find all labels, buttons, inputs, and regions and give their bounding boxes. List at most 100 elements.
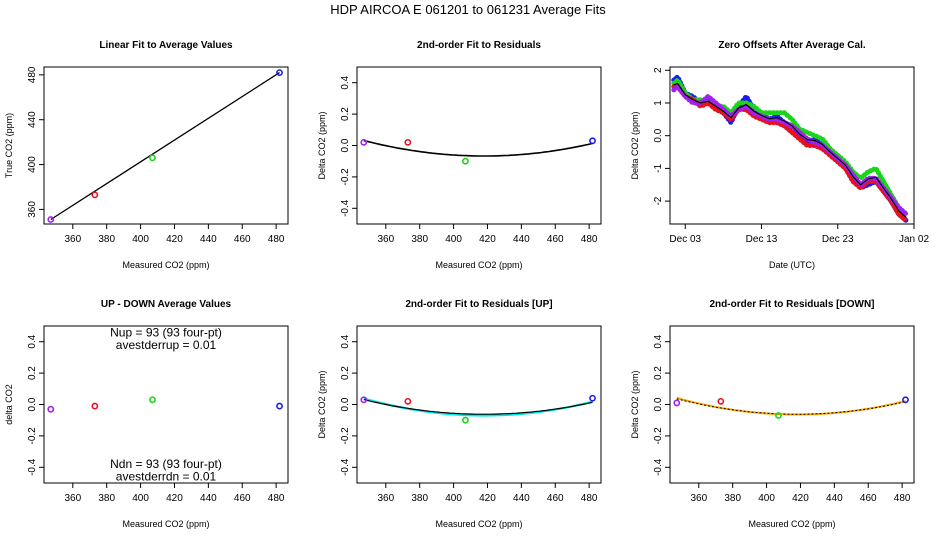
p5-point-blue	[589, 394, 596, 402]
p3-title: Zero Offsets After Average Cal.	[718, 40, 865, 51]
p4-xtick-label: 460	[234, 493, 251, 504]
p2-xtick-label: 380	[411, 234, 428, 245]
p6-xtick-label: 480	[894, 493, 911, 504]
p3-xtick-label: Jan 02	[899, 234, 929, 245]
p5-xlabel: Measured CO2 (ppm)	[435, 519, 522, 529]
p6-point-blue	[902, 396, 909, 404]
p6-point-green	[775, 412, 782, 419]
p3-xtick-label: Dec 03	[669, 234, 701, 245]
p5-point-green	[462, 416, 469, 424]
p1-ytick-label: 400	[27, 156, 38, 173]
page-title: HDP AIRCOA E 061201 to 061231 Average Fi…	[330, 2, 606, 17]
p5-title: 2nd-order Fit to Residuals [UP]	[405, 299, 552, 310]
p5-xtick-label: 380	[411, 493, 428, 504]
p5-ytick-label: 0.2	[340, 366, 351, 380]
p5-ytick-label: 0.0	[340, 397, 351, 411]
p3-xtick-label: Dec 13	[746, 234, 778, 245]
p1-ytick-label: 440	[27, 111, 38, 128]
p1-panel: 360 400 440 480	[27, 66, 289, 229]
p2-point-green	[462, 157, 469, 165]
p4-annotation: Nup = 93 (93 four-pt)	[110, 325, 222, 339]
p4-xtick-label: 380	[98, 493, 115, 504]
p6-ytick-label: 0.0	[653, 397, 664, 411]
p5-ytick-label: 0.4	[340, 334, 351, 348]
p2-ylabel: Delta CO2 (ppm)	[317, 111, 327, 179]
p4-xtick-label: 400	[132, 493, 149, 504]
p4-xtick-label: 420	[166, 493, 183, 504]
p3-ytick-label: -2	[653, 196, 664, 205]
p4-xtick-label: 480	[268, 493, 285, 504]
p5-xtick-label: 360	[377, 493, 394, 504]
p4-point-purple	[47, 405, 55, 413]
p6-xtick-label: 420	[792, 493, 809, 504]
p4-ytick-label: 0.2	[27, 366, 38, 380]
p2-xtick-label: 460	[547, 234, 564, 245]
p2-point-blue	[589, 137, 596, 145]
p3-xtick-label: Dec 23	[822, 234, 854, 245]
p2-xtick-label: 440	[513, 234, 530, 245]
p6-xtick-label: 400	[758, 493, 775, 504]
p1-point-blue	[276, 69, 283, 77]
p2-xtick-label: 360	[377, 234, 394, 245]
p1-xtick-label: 400	[132, 234, 149, 245]
p2-xtick-label: 420	[479, 234, 496, 245]
p6-xtick-label: 440	[826, 493, 843, 504]
p6-ytick-label: 0.4	[653, 334, 664, 348]
p1-xtick-label: 420	[166, 234, 183, 245]
p2-point-purple	[360, 138, 368, 146]
p5-ytick-label: -0.2	[340, 427, 351, 445]
p6-xtick-label: 380	[724, 493, 741, 504]
p6-fit-curve-black	[676, 398, 906, 415]
p2-fit-curve-black	[363, 139, 593, 157]
p1-xtick-label: 360	[64, 234, 81, 245]
p6-ytick-label: -0.2	[653, 427, 664, 445]
p2-ytick-label: 0.2	[340, 107, 351, 121]
p6-ylabel: Delta CO2 (ppm)	[630, 370, 640, 438]
p1-point-purple	[47, 216, 55, 223]
p2-panel: -0.4 -0.2 0.0 0.2 0.4	[340, 66, 602, 229]
p5-panel: -0.4 -0.2 0.0 0.2 0.4	[340, 325, 602, 488]
p4-point-green	[149, 396, 156, 404]
p6-ytick-label: 0.2	[653, 366, 664, 380]
p6-ytick-label: -0.4	[653, 458, 664, 476]
p4-xlabel: Measured CO2 (ppm)	[122, 519, 209, 529]
p5-point-red	[404, 397, 412, 405]
p6-point-red	[717, 397, 725, 405]
p4-ytick-label: 0.4	[27, 334, 38, 348]
p5-point-purple	[360, 396, 368, 404]
p1-ytick-label: 480	[27, 66, 38, 83]
p1-point-green	[149, 154, 156, 162]
p5-xtick-label: 400	[445, 493, 462, 504]
p4-panel: -0.4 -0.2 0.0 0.2 0.4	[27, 325, 289, 488]
p1-xtick-label: 380	[98, 234, 115, 245]
p6-fit-curve-orange	[676, 396, 906, 416]
p1-fit-line	[50, 72, 280, 221]
p6-xlabel: Measured CO2 (ppm)	[748, 519, 835, 529]
p3-frame	[669, 66, 915, 225]
p3-ytick-label: 2	[653, 67, 664, 73]
p2-ytick-label: 0.4	[340, 75, 351, 89]
p2-ytick-label: 0.0	[340, 138, 351, 152]
p3-xlabel: Date (UTC)	[769, 260, 815, 270]
p1-xlabel: Measured CO2 (ppm)	[122, 260, 209, 270]
p3-ylabel: Delta CO2 (ppm)	[630, 111, 640, 179]
p4-annotation: avestderrup = 0.01	[116, 338, 217, 352]
p1-frame	[43, 66, 289, 225]
p5-ytick-label: -0.4	[340, 458, 351, 476]
p2-ytick-label: -0.2	[340, 168, 351, 186]
p4-annotation: Ndn = 93 (93 four-pt)	[110, 457, 222, 471]
p2-point-red	[404, 138, 412, 146]
p4-ylabel: delta CO2	[4, 384, 14, 425]
p2-title: 2nd-order Fit to Residuals	[417, 40, 541, 51]
p6-panel: -0.4 -0.2 0.0 0.2 0.4	[653, 325, 915, 488]
p5-xtick-label: 480	[581, 493, 598, 504]
p6-xtick-label: 460	[860, 493, 877, 504]
p4-point-blue	[276, 402, 283, 410]
p1-title: Linear Fit to Average Values	[99, 40, 233, 51]
p1-xtick-label: 440	[200, 234, 217, 245]
p4-title: UP - DOWN Average Values	[101, 299, 232, 310]
p4-xtick-label: 440	[200, 493, 217, 504]
p3-ytick-label: 0.0	[653, 128, 664, 142]
p4-ytick-label: -0.4	[27, 458, 38, 476]
